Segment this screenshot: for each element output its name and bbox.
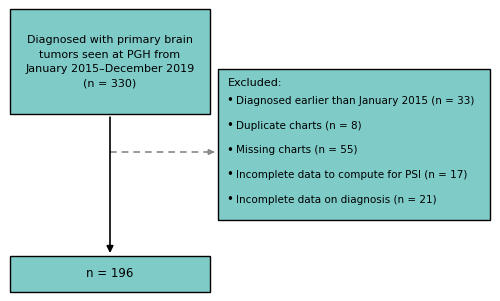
Text: •: • bbox=[226, 144, 233, 157]
Text: •: • bbox=[226, 193, 233, 206]
Text: •: • bbox=[226, 168, 233, 182]
Text: •: • bbox=[226, 94, 233, 107]
Bar bbox=[10, 9, 210, 114]
Text: Diagnosed earlier than January 2015 (n = 33): Diagnosed earlier than January 2015 (n =… bbox=[236, 96, 474, 106]
Text: Incomplete data on diagnosis (n = 21): Incomplete data on diagnosis (n = 21) bbox=[236, 194, 436, 205]
Text: •: • bbox=[226, 119, 233, 132]
Bar bbox=[10, 256, 210, 292]
Text: Duplicate charts (n = 8): Duplicate charts (n = 8) bbox=[236, 120, 362, 131]
Text: Diagnosed with primary brain
tumors seen at PGH from
January 2015–December 2019
: Diagnosed with primary brain tumors seen… bbox=[26, 35, 194, 88]
Text: Incomplete data to compute for PSI (n = 17): Incomplete data to compute for PSI (n = … bbox=[236, 170, 468, 180]
Text: n = 196: n = 196 bbox=[86, 267, 134, 281]
Text: Excluded:: Excluded: bbox=[228, 78, 282, 88]
Text: Missing charts (n = 55): Missing charts (n = 55) bbox=[236, 145, 358, 155]
Bar bbox=[218, 69, 490, 220]
